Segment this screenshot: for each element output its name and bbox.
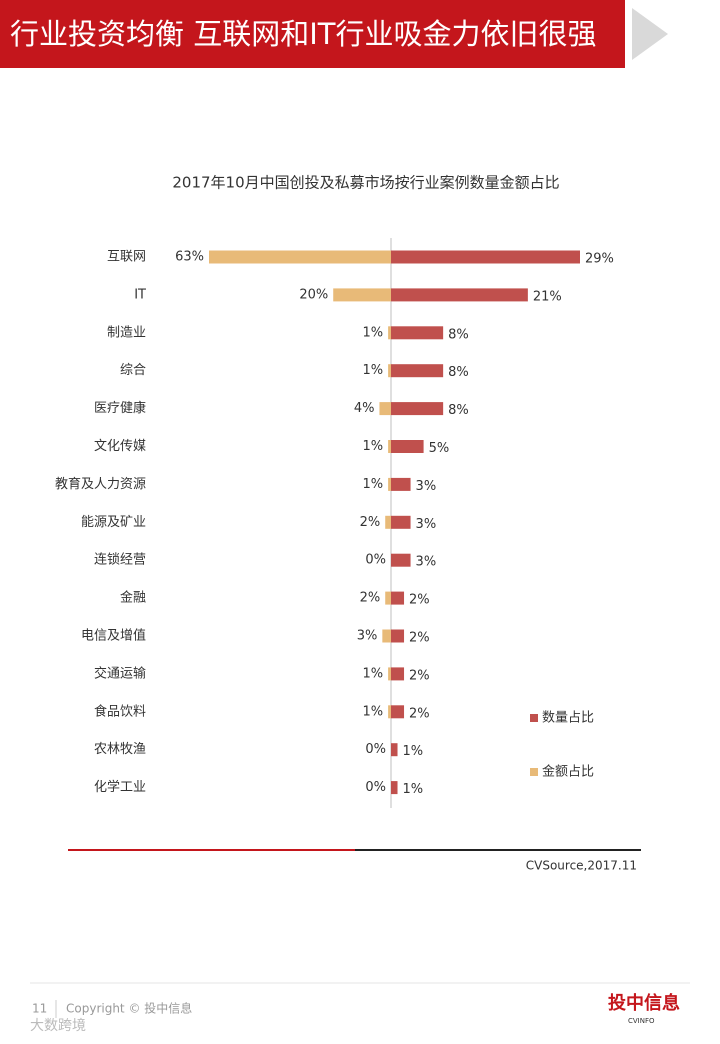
value-label: 3% [416,479,437,494]
bar [391,553,411,567]
value-label: 1% [362,477,383,492]
bar [391,250,580,264]
legend-label: 金额占比 [542,764,594,780]
bar [391,629,405,643]
value-label: 63% [175,250,204,265]
value-label: 8% [448,327,469,342]
legend-swatch [530,768,538,776]
bar [388,326,391,340]
value-label: 2% [409,631,430,646]
logo-sub: CVINFO [628,1017,655,1025]
value-label: 2% [360,515,381,530]
value-label: 2% [409,668,430,683]
value-label: 2% [360,591,381,606]
value-label: 3% [357,629,378,644]
bar [391,743,398,757]
bar [388,364,391,378]
bar [391,591,405,605]
category-label: 化学工业 [94,779,146,795]
header-title: 行业投资均衡 互联网和IT行业吸金力依旧很强 [10,17,597,51]
value-label: 0% [365,780,386,795]
category-label: 互联网 [107,250,146,265]
copyright: Copyright © 投中信息 [66,1001,192,1016]
category-label: 医疗健康 [94,400,146,416]
bar [391,515,411,529]
bar [391,402,444,416]
logo: 投中信息 [608,992,680,1014]
value-label: 3% [416,517,437,532]
bar [379,402,391,416]
header-band [0,0,625,68]
bar [391,288,528,302]
value-label: 2% [409,706,430,721]
header-arrow [632,8,668,60]
value-label: 0% [365,742,386,757]
category-label: 食品饮料 [94,703,146,719]
value-label: 1% [362,325,383,340]
value-label: 20% [299,287,328,302]
value-label: 8% [448,365,469,380]
category-label: 制造业 [107,325,146,340]
bar [391,364,444,378]
bar [391,440,424,453]
value-label: 3% [416,555,437,570]
bar [391,477,411,491]
page-number: 11 [32,1002,47,1016]
category-label: 综合 [120,363,146,378]
category-label: IT [134,287,146,302]
value-label: 1% [362,439,383,454]
source: CVSource,2017.11 [526,859,637,873]
chart-title: 2017年10月中国创投及私募市场按行业案例数量金额占比 [172,174,559,192]
category-label: 电信及增值 [81,628,146,644]
value-label: 5% [429,441,450,456]
category-label: 农林牧渔 [94,742,146,757]
value-label: 21% [533,289,562,304]
category-label: 能源及矿业 [81,515,146,530]
bar [388,667,391,681]
value-label: 1% [403,744,424,759]
bar [388,440,391,453]
legend-swatch [530,714,538,722]
bar [382,629,391,643]
bar [209,250,391,264]
value-label: 0% [365,553,386,568]
value-label: 4% [354,401,375,416]
bar [385,591,391,605]
category-label: 交通运输 [94,665,146,681]
value-label: 29% [585,252,614,267]
bar [391,326,444,340]
bar [391,781,398,795]
value-label: 2% [409,593,430,608]
bar [333,288,391,302]
legend-label: 数量占比 [542,711,594,726]
bar [391,705,405,719]
category-label: 金融 [120,590,146,606]
value-label: 1% [403,782,424,797]
watermark: 大数跨境 [30,1018,86,1034]
category-label: 连锁经营 [94,552,146,568]
category-label: 教育及人力资源 [55,476,146,492]
bar [388,477,391,491]
bar [388,705,391,719]
bar [391,667,405,681]
category-label: 文化传媒 [94,439,146,454]
value-label: 8% [448,403,469,418]
bar [385,515,391,529]
value-label: 1% [362,704,383,719]
value-label: 1% [362,666,383,681]
value-label: 1% [362,363,383,378]
